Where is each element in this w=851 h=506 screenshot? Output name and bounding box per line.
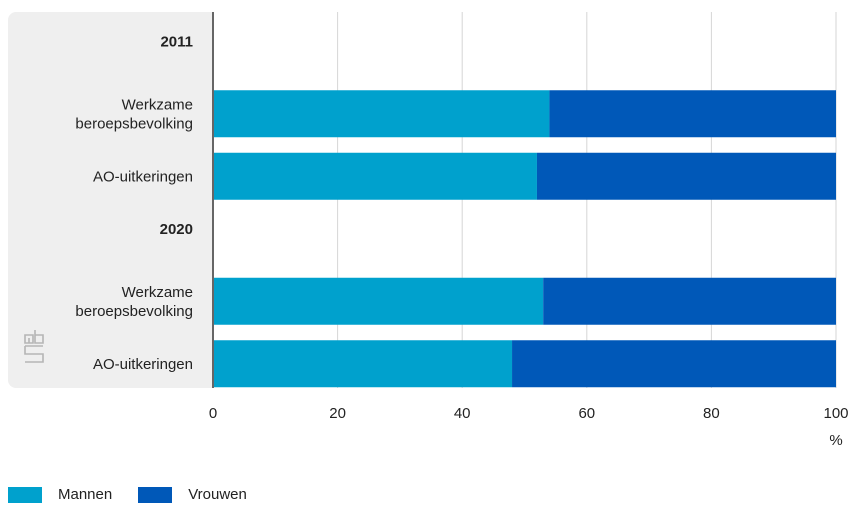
x-tick-label: 40 (454, 405, 471, 422)
bar-vrouwen (549, 90, 836, 138)
x-tick-label: 0 (209, 405, 217, 422)
bar-mannen (213, 90, 550, 138)
group-label: 2011 (160, 33, 193, 50)
label-panel-edge (193, 12, 213, 388)
cbs-logo-part (24, 334, 34, 344)
category-label: beroepsbevolking (75, 303, 193, 320)
legend-swatch-vrouwen (138, 486, 173, 503)
category-label: AO-uitkeringen (93, 168, 193, 185)
cbs-logo-part (24, 345, 44, 363)
cbs-logo-part (34, 330, 44, 344)
bar-vrouwen (543, 277, 836, 325)
bar-vrouwen (536, 152, 836, 200)
category-label: Werkzame (122, 284, 193, 301)
x-unit-label: % (829, 432, 842, 449)
bar-mannen (213, 340, 513, 388)
legend-label-mannen: Mannen (58, 486, 113, 503)
group-label: 2020 (160, 221, 193, 238)
legend-swatch-mannen (8, 486, 42, 503)
cbs-logo-icon (24, 330, 44, 363)
label-panel (8, 12, 213, 388)
bar-mannen (213, 277, 544, 325)
legend-item-mannen: Mannen (8, 486, 112, 503)
x-tick-label: 20 (329, 405, 346, 422)
bar-vrouwen (512, 340, 836, 388)
legend: Mannen Vrouwen (8, 486, 273, 503)
x-tick-label: 60 (578, 405, 595, 422)
x-tick-label: 100 (823, 405, 848, 422)
category-label: Werkzame (122, 96, 193, 113)
legend-label-vrouwen: Vrouwen (188, 486, 247, 503)
category-label: beroepsbevolking (75, 115, 193, 132)
legend-item-vrouwen: Vrouwen (138, 486, 247, 503)
category-label: AO-uitkeringen (93, 356, 193, 373)
bar-mannen (213, 152, 537, 200)
x-tick-label: 80 (703, 405, 720, 422)
